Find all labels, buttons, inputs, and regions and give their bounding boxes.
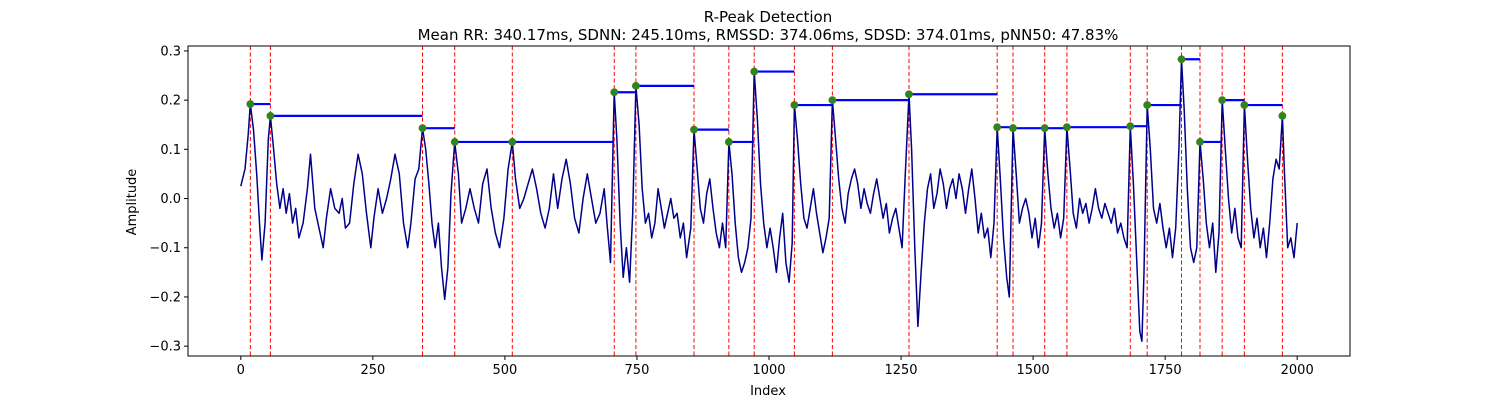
- x-axis-label: Index: [750, 384, 786, 399]
- peak-marker-8: [724, 138, 733, 146]
- peak-marker-0: [246, 100, 255, 108]
- peak-marker-6: [631, 81, 640, 90]
- peak-marker-20: [1196, 138, 1204, 146]
- peak-marker-12: [905, 90, 913, 99]
- y-tick-label-3: 0.0: [160, 192, 181, 207]
- chart-subtitle: Mean RR: 340.17ms, SDNN: 245.10ms, RMSSD…: [418, 26, 1119, 44]
- x-tick-label-6: 1500: [1017, 363, 1050, 378]
- y-tick-label-0: −0.3: [149, 340, 181, 355]
- peak-marker-11: [828, 96, 837, 105]
- peak-marker-17: [1126, 122, 1135, 131]
- y-tick-label-6: 0.3: [160, 44, 181, 59]
- peak-marker-4: [508, 138, 517, 146]
- peak-marker-2: [418, 124, 427, 133]
- peak-marker-7: [690, 125, 698, 134]
- peak-marker-3: [450, 138, 459, 146]
- x-tick-label-8: 2000: [1281, 363, 1314, 378]
- x-tick-label-1: 250: [360, 363, 385, 378]
- peak-marker-16: [1062, 123, 1071, 132]
- peak-marker-9: [750, 67, 759, 76]
- x-tick-label-4: 1000: [752, 363, 785, 378]
- peak-marker-5: [610, 88, 619, 97]
- y-tick-label-1: −0.2: [149, 290, 181, 305]
- x-tick-label-0: 0: [237, 363, 245, 378]
- signal-line: [240, 58, 1298, 342]
- peak-marker-18: [1143, 101, 1152, 109]
- x-tick-label-7: 1750: [1149, 363, 1182, 378]
- peak-marker-21: [1218, 96, 1227, 105]
- y-tick-label-2: −0.1: [149, 241, 181, 256]
- peak-marker-19: [1177, 55, 1186, 64]
- x-tick-label-5: 1250: [884, 363, 917, 378]
- y-tick-label-5: 0.2: [160, 94, 181, 109]
- y-axis-label: Amplitude: [125, 169, 140, 236]
- chart-title: R-Peak Detection: [704, 8, 832, 26]
- peak-marker-13: [993, 123, 1002, 132]
- x-tick-label-2: 500: [492, 363, 517, 378]
- x-tick-label-3: 750: [625, 363, 650, 378]
- plot-area: 0 250 500 750 1000 1250 1500 1750 2000 −0.3 −0.2 −0…: [149, 44, 1351, 378]
- peak-marker-23: [1278, 111, 1287, 120]
- y-tick-label-4: 0.1: [160, 143, 181, 158]
- peak-marker-1: [266, 111, 275, 120]
- peak-marker-22: [1240, 101, 1249, 109]
- peak-marker-14: [1009, 124, 1017, 133]
- peak-marker-15: [1040, 124, 1049, 133]
- peak-marker-10: [790, 101, 799, 109]
